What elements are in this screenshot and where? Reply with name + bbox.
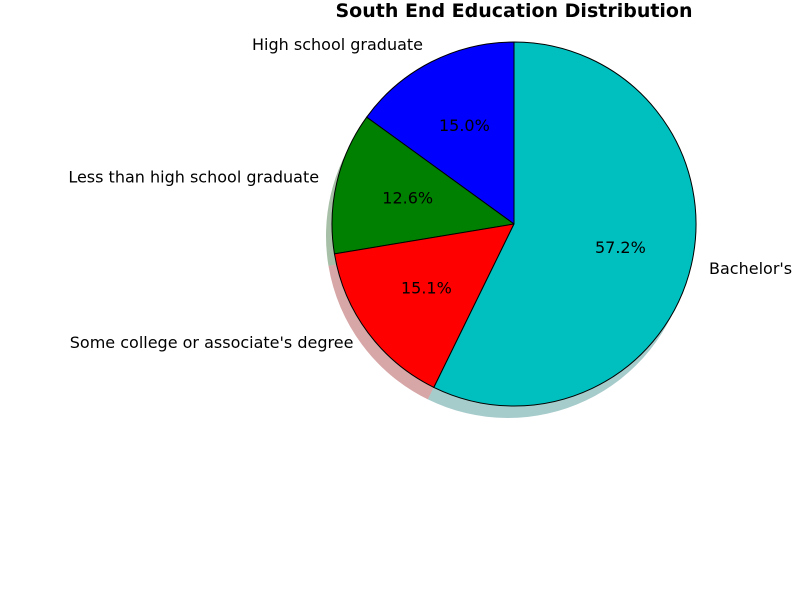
pie-slice-some-college-or-associate-s-degree bbox=[333, 223, 515, 389]
pie-slice-bachelor-s bbox=[433, 41, 697, 407]
slice-percent-bachelor-s: 57.2% bbox=[595, 238, 646, 257]
slice-label-less-than-high-school-graduate: Less than high school graduate bbox=[68, 168, 319, 187]
slice-percent-some-college-or-associate-s-degree: 15.1% bbox=[401, 279, 452, 298]
pie-labels-group: High school graduate 15.0% Less than high … bbox=[68, 35, 792, 352]
slice-label-some-college-or-associate-s-degree: Some college or associate's degree bbox=[70, 333, 354, 352]
slice-percent-high-school-graduate: 15.0% bbox=[439, 116, 490, 135]
chart-title: South End Education Distribution bbox=[335, 0, 692, 22]
pie-slices-group bbox=[331, 41, 697, 407]
pie-slice-high-school-graduate bbox=[365, 41, 515, 225]
slice-label-high-school-graduate: High school graduate bbox=[252, 35, 423, 54]
pie-slice-less-than-high-school-graduate bbox=[331, 116, 516, 255]
slice-label-bachelor-s: Bachelor's bbox=[709, 259, 792, 278]
slice-percent-less-than-high-school-graduate: 12.6% bbox=[382, 188, 433, 207]
